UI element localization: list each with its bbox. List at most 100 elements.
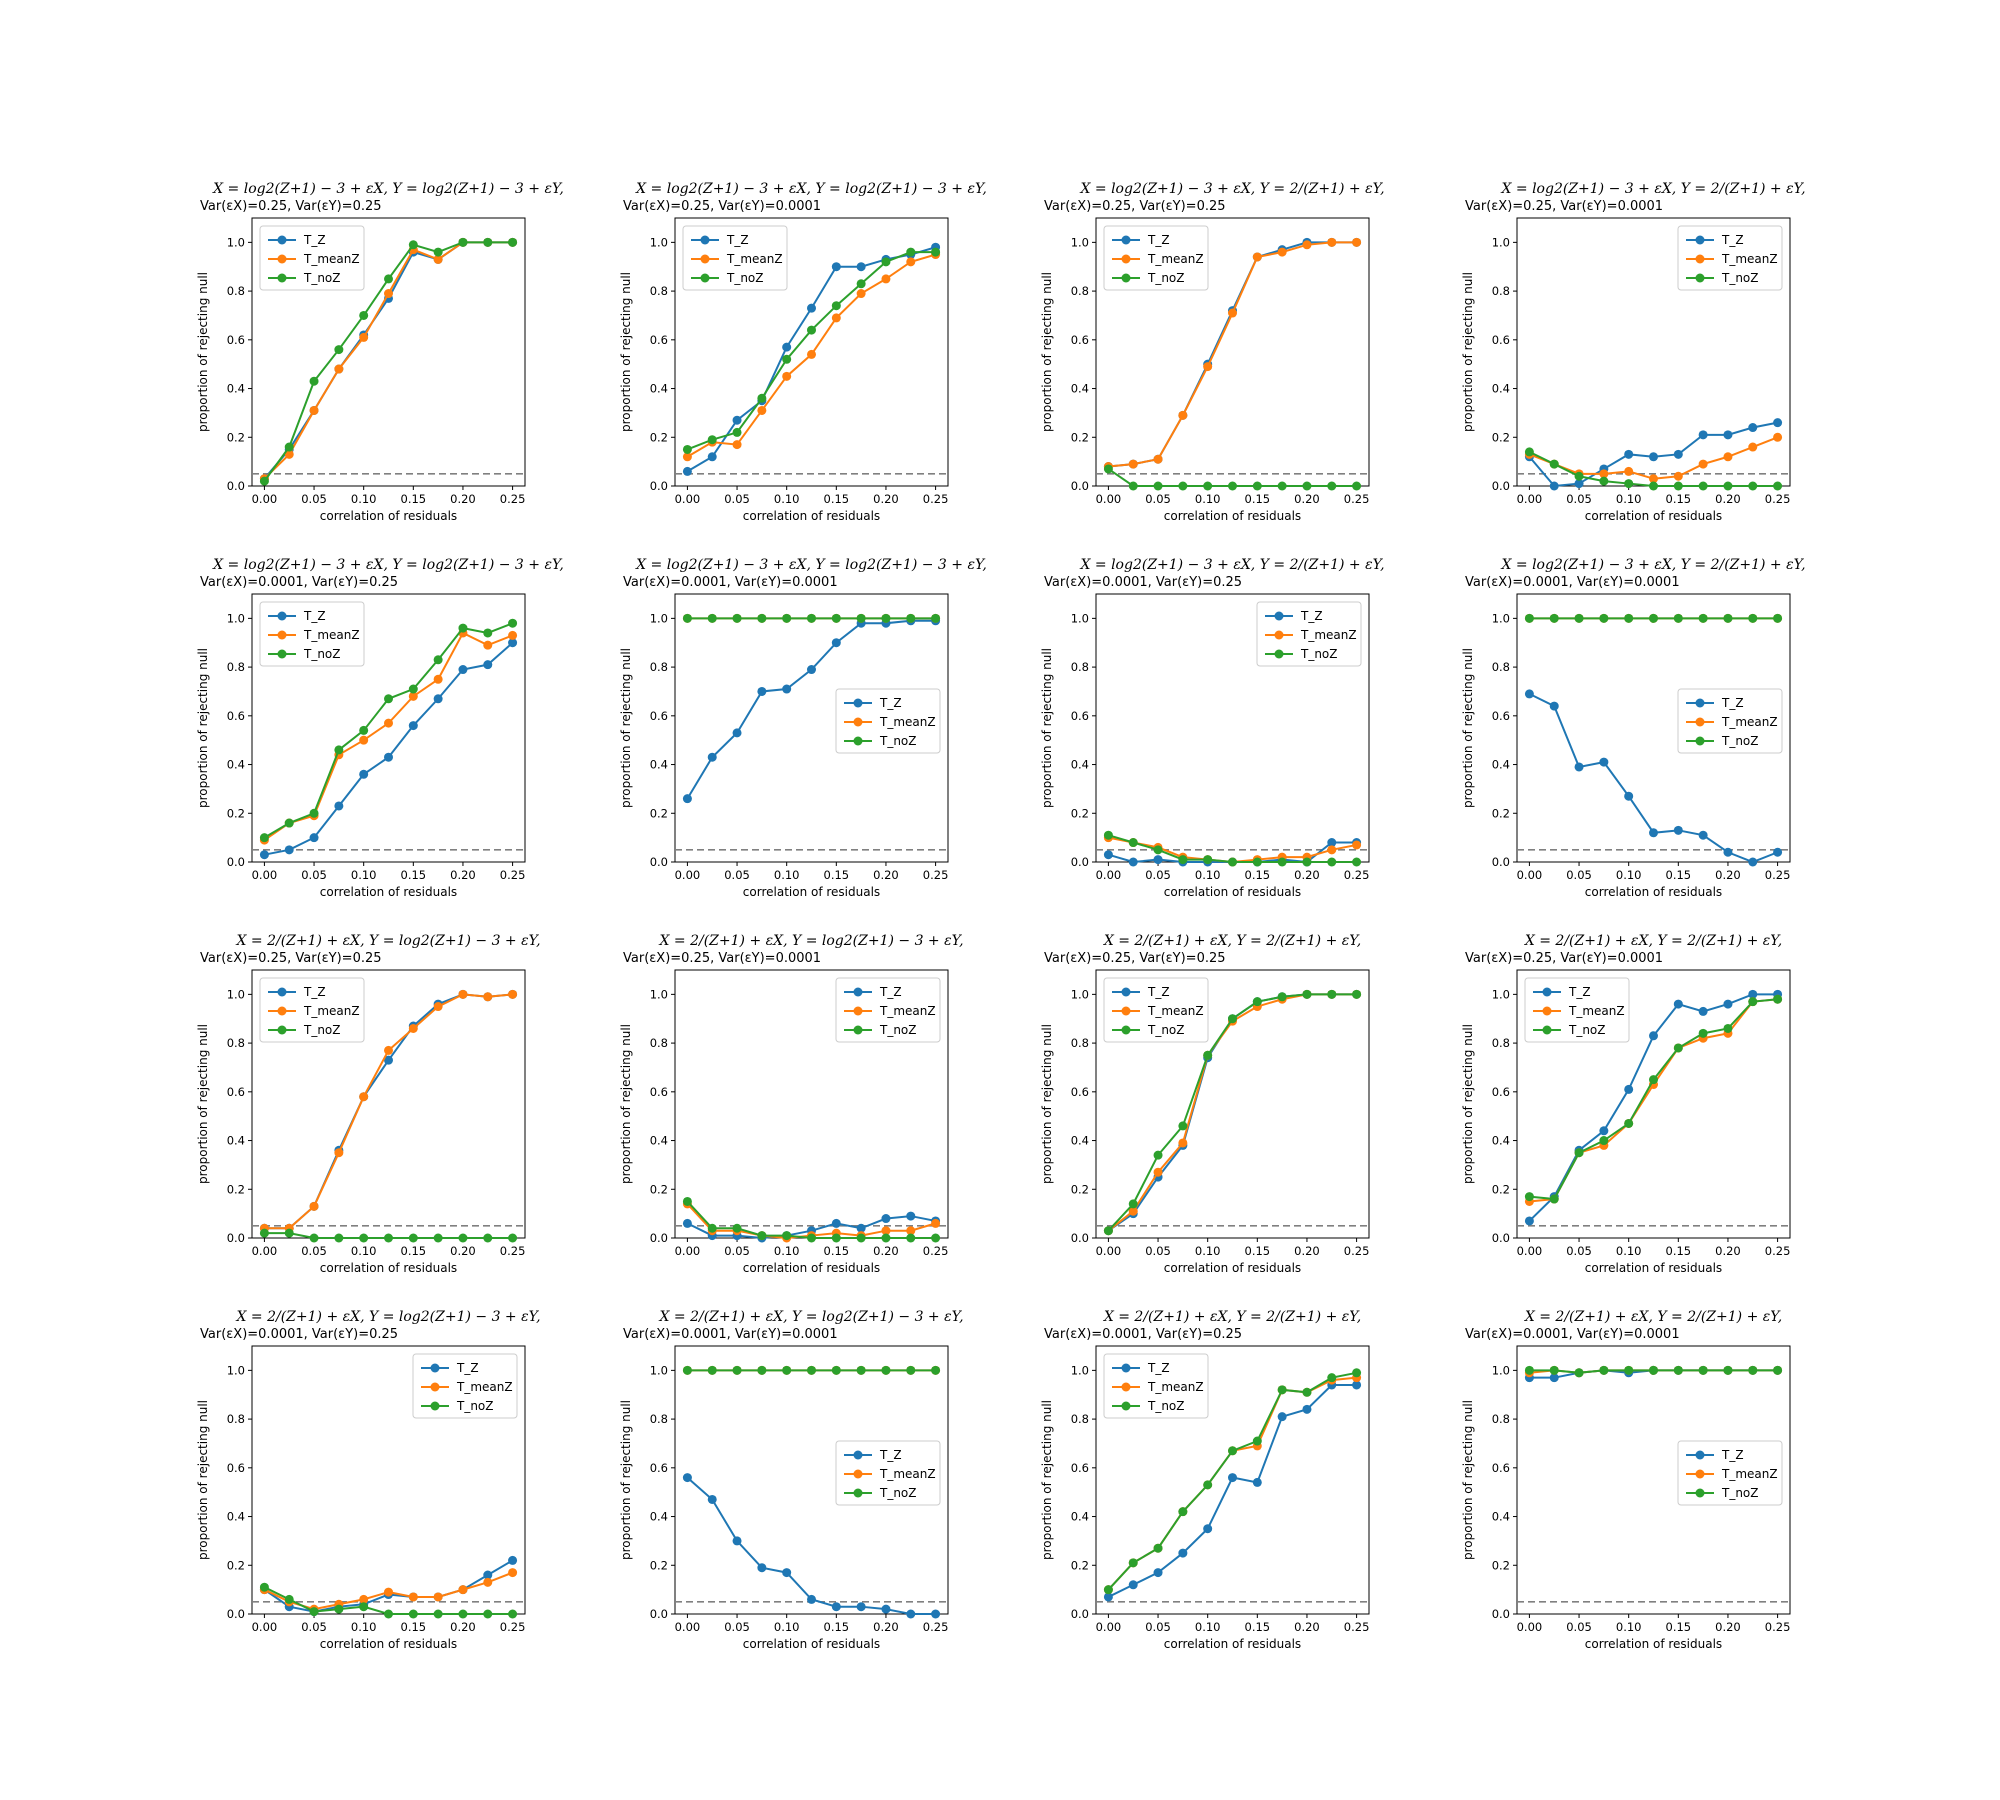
y-tick-label: 1.0 (650, 611, 668, 625)
data-point-T_noZ (1773, 613, 1783, 623)
chart-subtitle: Var(εX)=0.25, Var(εY)=0.25 (1044, 199, 1226, 214)
y-tick-label: 1.0 (1492, 1363, 1510, 1377)
x-tick-label: 0.15 (401, 1244, 427, 1258)
x-tick-label: 0.15 (1666, 868, 1692, 882)
data-point-T_noZ (1748, 997, 1758, 1007)
data-point-T_Z (508, 1555, 518, 1565)
data-point-T_Z (1103, 1592, 1113, 1602)
data-point-T_noZ (1302, 857, 1312, 867)
data-point-T_noZ (1549, 1194, 1559, 1204)
data-point-T_noZ (433, 247, 443, 257)
y-tick-label: 0.6 (227, 1461, 245, 1475)
data-point-T_Z (831, 638, 841, 648)
x-tick-label: 0.15 (1245, 868, 1271, 882)
x-axis-label: correlation of residuals (743, 509, 880, 523)
legend-label: T_noZ (303, 1023, 341, 1037)
data-point-T_noZ (807, 613, 816, 623)
y-tick-label: 0.8 (227, 284, 245, 298)
data-point-T_meanZ (1327, 237, 1337, 247)
legend-marker (853, 1488, 863, 1498)
data-point-T_noZ (1178, 855, 1188, 865)
data-point-T_Z (757, 686, 767, 696)
data-point-T_noZ (1624, 1118, 1634, 1128)
y-tick-label: 0.8 (1071, 1036, 1089, 1050)
legend-marker (853, 987, 863, 997)
data-point-T_noZ (408, 1609, 418, 1619)
data-point-T_Z (782, 1568, 792, 1578)
chart-panel-6: X = log2(Z+1) − 3 + εX, Y = log2(Z+1) − … (619, 557, 987, 899)
y-tick-label: 0.0 (1071, 1231, 1089, 1245)
x-tick-label: 0.20 (1294, 1244, 1320, 1258)
data-point-T_noZ (1327, 857, 1337, 867)
data-point-T_Z (1153, 1568, 1163, 1578)
axes-frame (1516, 1345, 1791, 1615)
x-tick-label: 0.10 (774, 1244, 800, 1258)
y-tick-label: 0.2 (650, 430, 668, 444)
axes-frame (674, 1345, 949, 1615)
data-point-T_noZ (1524, 447, 1534, 457)
legend-label: T_Z (1721, 233, 1744, 247)
legend-label: T_Z (726, 233, 749, 247)
data-point-T_meanZ (732, 440, 742, 450)
x-tick-label: 0.15 (1666, 1244, 1692, 1258)
legend-marker (700, 273, 710, 283)
data-point-T_noZ (309, 1607, 319, 1617)
y-tick-label: 0.4 (227, 758, 245, 772)
x-tick-label: 0.00 (1517, 1244, 1543, 1258)
data-point-T_meanZ (1203, 362, 1213, 372)
legend-label: T_noZ (1721, 1486, 1759, 1500)
x-tick-label: 0.00 (252, 1244, 278, 1258)
data-point-T_Z (1549, 481, 1559, 491)
data-point-T_noZ (1773, 994, 1783, 1004)
data-point-T_meanZ (1153, 454, 1163, 464)
y-axis-label: proportion of rejecting null (1461, 272, 1475, 432)
data-point-T_noZ (1228, 481, 1237, 491)
legend-label: T_Z (303, 985, 326, 999)
y-tick-label: 0.0 (1071, 1607, 1089, 1621)
data-point-T_noZ (931, 1233, 941, 1243)
data-point-T_noZ (1128, 1558, 1138, 1568)
chart-title: X = 2/(Z+1) + εX, Y = log2(Z+1) − 3 + εY… (235, 1309, 540, 1325)
data-point-T_meanZ (906, 257, 916, 267)
y-tick-label: 0.6 (650, 709, 668, 723)
data-point-T_meanZ (1128, 1206, 1138, 1216)
data-point-T_meanZ (1723, 452, 1733, 462)
data-point-T_noZ (1698, 1365, 1708, 1375)
data-point-T_noZ (1748, 481, 1758, 491)
x-tick-label: 0.05 (301, 1244, 327, 1258)
data-point-T_Z (682, 466, 692, 476)
x-axis-label: correlation of residuals (1585, 1637, 1722, 1651)
data-point-T_noZ (284, 818, 294, 828)
legend-label: T_noZ (303, 271, 341, 285)
legend-marker (1121, 1382, 1131, 1392)
data-point-T_noZ (1723, 1023, 1733, 1033)
chart-panel-14: X = 2/(Z+1) + εX, Y = log2(Z+1) − 3 + εY… (619, 1309, 964, 1651)
data-point-T_noZ (906, 1365, 916, 1375)
data-point-T_meanZ (384, 289, 393, 299)
y-tick-label: 0.4 (227, 1510, 245, 1524)
legend: T_Z T_meanZ T_noZ (1256, 601, 1362, 667)
x-tick-label: 0.25 (500, 492, 526, 506)
data-point-T_meanZ (508, 1568, 518, 1578)
y-tick-label: 0.0 (1071, 479, 1089, 493)
y-tick-label: 1.0 (1071, 987, 1089, 1001)
data-point-T_noZ (1649, 613, 1658, 623)
legend-marker (1695, 1450, 1705, 1460)
data-point-T_noZ (1624, 1365, 1634, 1375)
data-point-T_noZ (1698, 481, 1708, 491)
data-point-T_noZ (931, 1365, 941, 1375)
data-point-T_meanZ (757, 405, 767, 415)
data-point-T_noZ (1203, 1480, 1213, 1490)
chart-panel-11: X = 2/(Z+1) + εX, Y = 2/(Z+1) + εY, Var(ε… (1040, 933, 1370, 1275)
x-tick-label: 0.15 (1666, 492, 1692, 506)
y-tick-label: 0.8 (227, 1412, 245, 1426)
data-point-T_noZ (334, 1233, 344, 1243)
data-point-T_noZ (284, 1228, 294, 1238)
legend: T_Z T_meanZ T_noZ (1103, 1353, 1209, 1419)
x-tick-label: 0.10 (774, 868, 800, 882)
legend-marker (1121, 273, 1131, 283)
data-point-T_meanZ (384, 718, 393, 728)
y-tick-label: 0.2 (1492, 1558, 1510, 1572)
data-point-T_Z (856, 1223, 866, 1233)
data-point-T_Z (1153, 855, 1163, 865)
